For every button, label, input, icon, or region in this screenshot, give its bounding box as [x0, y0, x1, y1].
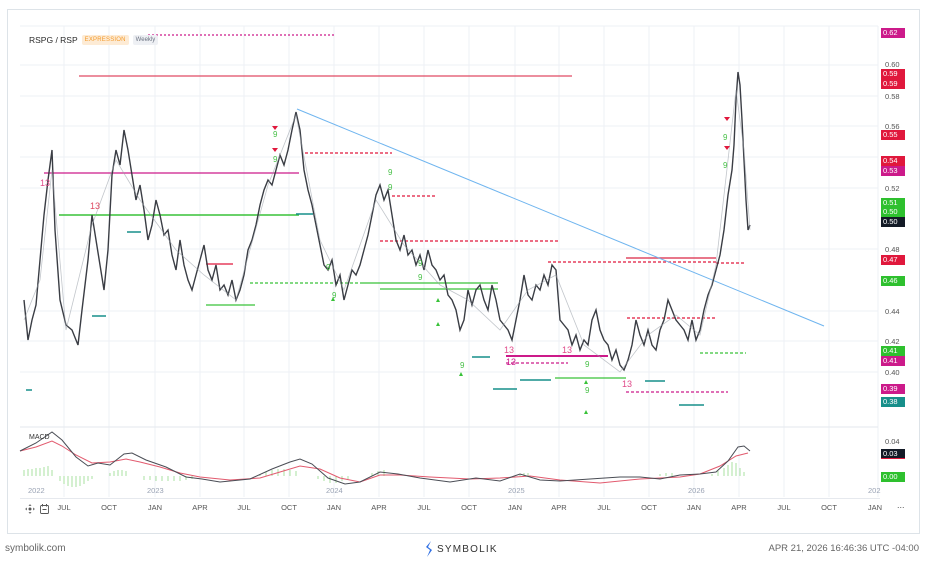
brand-logo: SYMBOLIK: [425, 541, 498, 557]
price-tag: 0.39: [881, 384, 905, 394]
svg-text:13: 13: [40, 178, 50, 188]
price-label: 0.48: [885, 245, 900, 254]
svg-text:9: 9: [418, 273, 423, 282]
svg-text:9: 9: [585, 386, 590, 395]
svg-text:9: 9: [388, 183, 393, 192]
time-tick: APR: [731, 503, 747, 512]
chart-legend: RSPG / RSP EXPRESSION Weekly: [29, 35, 159, 45]
svg-text:9: 9: [388, 168, 393, 177]
svg-text:13: 13: [562, 345, 572, 355]
interval-badge[interactable]: Weekly: [132, 35, 159, 45]
price-tag: 0.47: [881, 255, 905, 265]
svg-text:9: 9: [273, 155, 278, 164]
macd-label: MACD: [29, 434, 50, 441]
svg-text:9: 9: [332, 291, 337, 300]
time-tick: JAN: [326, 503, 342, 512]
footer: symbolik.com SYMBOLIK APR 21, 2026 16:46…: [0, 541, 928, 561]
time-tick: APR: [192, 503, 208, 512]
time-tick: JUL: [57, 503, 71, 512]
expression-badge: EXPRESSION: [81, 35, 129, 45]
timestamp: APR 21, 2026 16:46:36 UTC -04:00: [768, 543, 919, 554]
price-tag: 0.50: [881, 217, 905, 227]
macd-tag: 0.03: [881, 449, 905, 459]
price-tag: 0.51: [881, 198, 905, 208]
time-tick: JUL: [237, 503, 251, 512]
year-label: 2025: [508, 486, 525, 495]
time-tick: JAN: [147, 503, 163, 512]
year-label: 2024: [326, 486, 343, 495]
price-tag: 0.59: [881, 79, 905, 89]
price-label: 0.42: [885, 337, 900, 346]
time-tick: APR: [551, 503, 567, 512]
price-label: 0.56: [885, 122, 900, 131]
time-tick: JAN: [867, 503, 883, 512]
axis-controls: [25, 501, 49, 519]
price-tag: 0.50: [881, 207, 905, 217]
year-label: 2022: [28, 486, 45, 495]
year-label: 2026: [688, 486, 705, 495]
time-axis[interactable]: JUL OCT JAN APR JUL OCT JAN APR JUL OCT …: [20, 498, 883, 515]
price-tag: 0.41: [881, 356, 905, 366]
year-label: 2023: [147, 486, 164, 495]
price-label: 0.52: [885, 184, 900, 193]
pan-icon[interactable]: [25, 501, 35, 519]
svg-text:9: 9: [418, 259, 423, 268]
time-tick: JUL: [597, 503, 611, 512]
price-tag: 0.62: [881, 28, 905, 38]
svg-text:13: 13: [622, 379, 632, 389]
time-tick: APR: [371, 503, 387, 512]
svg-text:13: 13: [504, 345, 514, 355]
time-tick: JAN: [686, 503, 702, 512]
time-tick: JUL: [417, 503, 431, 512]
price-tag: 0.53: [881, 166, 905, 176]
symbolik-logo-icon: [426, 541, 432, 557]
time-tick: OCT: [281, 503, 297, 512]
more-options-button[interactable]: ...: [897, 500, 905, 510]
price-label: 0.44: [885, 307, 900, 316]
price-tag: 0.46: [881, 276, 905, 286]
svg-text:9: 9: [460, 361, 465, 370]
svg-text:13: 13: [506, 357, 516, 367]
svg-text:9: 9: [723, 161, 728, 170]
time-tick: OCT: [461, 503, 477, 512]
site-link[interactable]: symbolik.com: [5, 543, 66, 554]
calendar-icon[interactable]: [40, 501, 49, 519]
time-tick: OCT: [641, 503, 657, 512]
price-label: 0.58: [885, 92, 900, 101]
price-label: 0.60: [885, 60, 900, 69]
price-label: 0.40: [885, 368, 900, 377]
symbol-label[interactable]: RSPG / RSP: [29, 35, 78, 45]
price-tag: 0.38: [881, 397, 905, 407]
price-tag: 0.41: [881, 346, 905, 356]
time-tick: OCT: [821, 503, 837, 512]
year-label: 202: [868, 486, 881, 495]
svg-text:9: 9: [723, 133, 728, 142]
macd-axis-label: 0.04: [885, 437, 900, 446]
svg-text:9: 9: [585, 360, 590, 369]
time-tick: JAN: [507, 503, 523, 512]
svg-text:9: 9: [326, 263, 331, 272]
time-tick: OCT: [101, 503, 117, 512]
svg-text:9: 9: [273, 130, 278, 139]
time-tick: JUL: [777, 503, 791, 512]
svg-text:13: 13: [90, 201, 100, 211]
price-tag: 0.55: [881, 130, 905, 140]
brand-name: SYMBOLIK: [437, 543, 498, 555]
price-tag: 0.59: [881, 69, 905, 79]
price-tag: 0.54: [881, 156, 905, 166]
macd-tag: 0.00: [881, 472, 905, 482]
